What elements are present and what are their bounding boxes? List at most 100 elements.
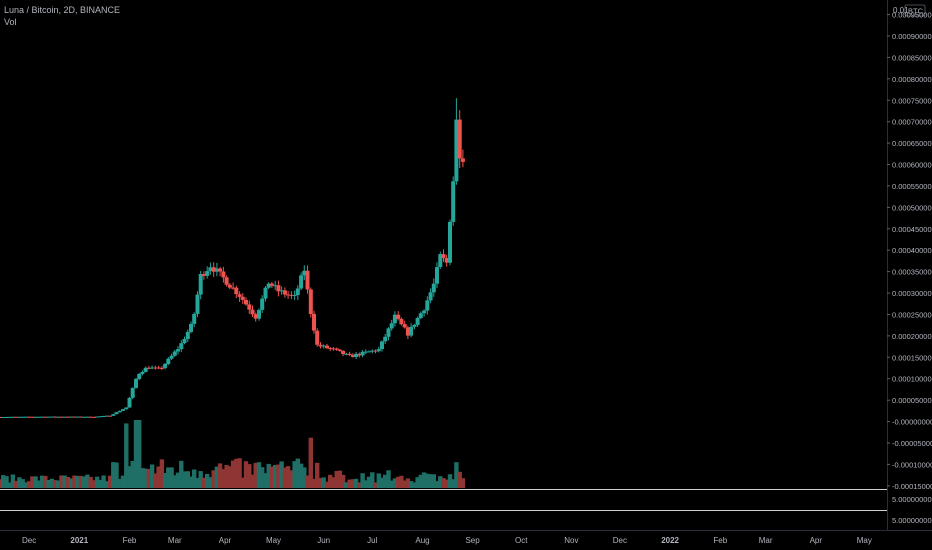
candle-body[interactable] — [53, 416, 57, 418]
candle-body[interactable] — [82, 416, 87, 418]
candle-body[interactable] — [1, 417, 6, 418]
currency-unit-label[interactable]: BTC — [908, 7, 924, 16]
candle-body[interactable] — [221, 271, 226, 278]
candle-body[interactable] — [195, 294, 200, 314]
candle-body[interactable] — [163, 363, 168, 369]
candle-body[interactable] — [198, 274, 203, 295]
candle-body[interactable] — [266, 283, 271, 288]
candle-body[interactable] — [299, 275, 304, 289]
candle-body[interactable] — [312, 313, 316, 331]
candle-body[interactable] — [431, 283, 436, 293]
candle-body[interactable] — [347, 353, 352, 355]
candle-body[interactable] — [257, 309, 261, 319]
candle-body[interactable] — [176, 349, 180, 352]
candle-body[interactable] — [33, 416, 38, 418]
candle-body[interactable] — [66, 416, 70, 418]
candle-body[interactable] — [315, 330, 320, 345]
candle-body[interactable] — [179, 343, 184, 350]
candle-body[interactable] — [98, 416, 103, 418]
candle-body[interactable] — [208, 267, 213, 272]
candle-body[interactable] — [46, 416, 51, 418]
candle-body[interactable] — [201, 274, 206, 276]
candle-body[interactable] — [405, 327, 410, 336]
candle-body[interactable] — [250, 309, 255, 315]
candle-body[interactable] — [0, 417, 2, 418]
candle-body[interactable] — [415, 318, 420, 325]
candle-body[interactable] — [182, 339, 187, 344]
candle-body[interactable] — [337, 349, 342, 351]
candle-body[interactable] — [7, 416, 12, 418]
candle-body[interactable] — [451, 181, 456, 222]
candle-body[interactable] — [85, 416, 90, 418]
candle-body[interactable] — [260, 298, 265, 310]
candle-body[interactable] — [130, 387, 135, 398]
candle-body[interactable] — [435, 267, 439, 284]
candle-body[interactable] — [134, 379, 138, 388]
candle-body[interactable] — [367, 351, 371, 353]
candle-body[interactable] — [166, 358, 171, 364]
candle-body[interactable] — [20, 416, 25, 418]
candle-body[interactable] — [441, 254, 446, 258]
candle-body[interactable] — [159, 367, 164, 369]
candle-body[interactable] — [247, 304, 252, 310]
candle-body[interactable] — [308, 289, 313, 314]
candle-body[interactable] — [75, 416, 80, 418]
candle-body[interactable] — [189, 323, 193, 332]
candle-body[interactable] — [156, 367, 161, 369]
candle-body[interactable] — [104, 415, 109, 417]
candle-body[interactable] — [418, 313, 423, 318]
candle-body[interactable] — [30, 416, 35, 418]
candle-body[interactable] — [354, 353, 359, 357]
candle-body[interactable] — [91, 416, 96, 418]
candle-body[interactable] — [344, 353, 349, 355]
candle-body[interactable] — [237, 294, 242, 297]
candle-body[interactable] — [150, 367, 155, 369]
candle-body[interactable] — [448, 221, 452, 263]
candle-body[interactable] — [10, 416, 15, 418]
candle-body[interactable] — [214, 268, 219, 272]
candle-body[interactable] — [23, 416, 28, 418]
candle-body[interactable] — [276, 285, 281, 292]
candle-body[interactable] — [62, 416, 67, 418]
candle-body[interactable] — [56, 416, 61, 418]
candle-body[interactable] — [402, 324, 407, 328]
candle-body[interactable] — [140, 372, 145, 374]
candle-body[interactable] — [95, 416, 100, 418]
candle-body[interactable] — [36, 416, 41, 418]
candle-body[interactable] — [269, 283, 274, 286]
candle-body[interactable] — [14, 416, 19, 418]
candle-body[interactable] — [72, 416, 77, 418]
candle-body[interactable] — [373, 350, 378, 352]
candle-body[interactable] — [185, 331, 190, 339]
candle-body[interactable] — [422, 310, 427, 314]
candle-body[interactable] — [305, 270, 310, 290]
candle-body[interactable] — [43, 416, 48, 418]
candle-body[interactable] — [341, 350, 346, 355]
candle-body[interactable] — [40, 416, 45, 418]
candle-body[interactable] — [350, 355, 355, 357]
candle-body[interactable] — [240, 296, 245, 300]
candle-body[interactable] — [143, 367, 148, 372]
candle-body[interactable] — [231, 287, 236, 289]
candle-body[interactable] — [127, 397, 132, 408]
candle-body[interactable] — [108, 415, 113, 417]
candle-body[interactable] — [59, 416, 64, 418]
candle-body[interactable] — [295, 288, 300, 296]
candle-body[interactable] — [273, 285, 278, 287]
candle-body[interactable] — [146, 367, 151, 369]
candle-body[interactable] — [244, 300, 248, 305]
candle-body[interactable] — [334, 348, 339, 350]
candle-body[interactable] — [263, 287, 268, 299]
candle-body[interactable] — [321, 345, 326, 347]
candle-body[interactable] — [192, 313, 197, 324]
candle-body[interactable] — [4, 417, 9, 418]
candle-body[interactable] — [396, 314, 401, 319]
candle-body[interactable] — [357, 353, 362, 356]
candle-body[interactable] — [253, 314, 258, 319]
candle-body[interactable] — [114, 412, 119, 415]
candle-body[interactable] — [279, 290, 284, 292]
candle-body[interactable] — [331, 348, 336, 350]
candle-body[interactable] — [318, 344, 323, 347]
volume-indicator-label[interactable]: Vol — [4, 17, 17, 27]
